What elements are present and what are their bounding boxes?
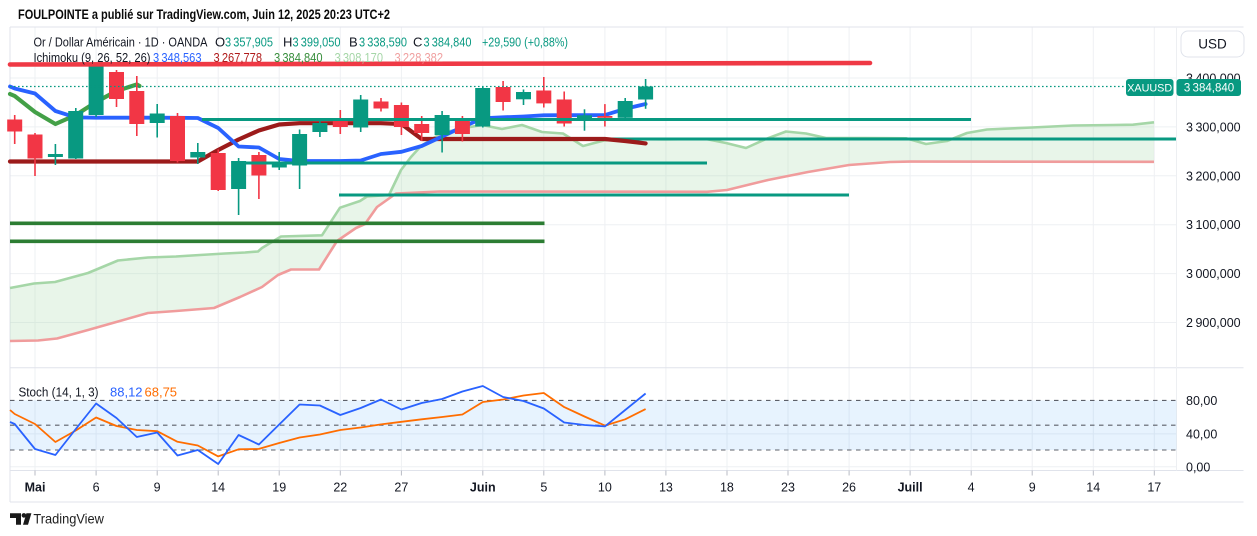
svg-text:19: 19 xyxy=(272,481,286,495)
svg-text:40,00: 40,00 xyxy=(1186,427,1217,441)
svg-text:3 384,840: 3 384,840 xyxy=(1184,83,1234,95)
svg-text:Juill: Juill xyxy=(898,481,923,495)
svg-text:3 384,840: 3 384,840 xyxy=(424,35,472,50)
svg-text:68,75: 68,75 xyxy=(145,385,178,400)
svg-text:80,00: 80,00 xyxy=(1186,394,1217,408)
svg-text:Or / Dollar Américain · 1D · O: Or / Dollar Américain · 1D · OANDA xyxy=(34,35,208,50)
svg-text:B: B xyxy=(349,35,358,50)
svg-text:3 399,050: 3 399,050 xyxy=(293,35,341,50)
svg-text:18: 18 xyxy=(720,481,734,495)
svg-text:3 348,563: 3 348,563 xyxy=(153,50,202,65)
svg-text:23: 23 xyxy=(781,481,795,495)
svg-text:Ichimoku (9, 26, 52, 26): Ichimoku (9, 26, 52, 26) xyxy=(34,50,151,65)
svg-text:3 267,778: 3 267,778 xyxy=(214,50,263,65)
svg-text:5: 5 xyxy=(540,481,547,495)
svg-text:3 357,905: 3 357,905 xyxy=(225,35,273,50)
svg-text:3 200,000: 3 200,000 xyxy=(1186,169,1241,183)
svg-text:14: 14 xyxy=(211,481,225,495)
svg-text:O: O xyxy=(215,35,225,50)
svg-text:3 300,000: 3 300,000 xyxy=(1186,120,1241,134)
svg-text:Stoch (14, 1, 3): Stoch (14, 1, 3) xyxy=(19,385,99,400)
svg-text:3 384,840: 3 384,840 xyxy=(274,50,323,65)
svg-text:+29,590 (+0,88%): +29,590 (+0,88%) xyxy=(482,35,568,50)
svg-text:0,00: 0,00 xyxy=(1186,460,1210,474)
svg-text:H: H xyxy=(283,35,292,50)
svg-text:27: 27 xyxy=(394,481,408,495)
svg-text:2 900,000: 2 900,000 xyxy=(1186,316,1241,330)
svg-text:Mai: Mai xyxy=(25,481,46,495)
svg-text:13: 13 xyxy=(659,481,673,495)
svg-text:3 308,170: 3 308,170 xyxy=(335,50,384,65)
svg-text:22: 22 xyxy=(333,481,347,495)
svg-text:3 100,000: 3 100,000 xyxy=(1186,218,1241,232)
svg-text:3 228,382: 3 228,382 xyxy=(395,50,444,65)
svg-text:88,12: 88,12 xyxy=(110,385,143,400)
svg-text:10: 10 xyxy=(598,481,612,495)
svg-text:6: 6 xyxy=(93,481,100,495)
svg-text:C: C xyxy=(413,35,422,50)
svg-text:9: 9 xyxy=(1029,481,1036,495)
svg-text:Juin: Juin xyxy=(470,481,496,495)
svg-text:26: 26 xyxy=(842,481,856,495)
svg-text:XAUUSD: XAUUSD xyxy=(1127,83,1172,95)
svg-text:FOULPOINTE a publié sur Tradin: FOULPOINTE a publié sur TradingView.com,… xyxy=(18,7,390,22)
svg-text:4: 4 xyxy=(968,481,975,495)
svg-text:TradingView: TradingView xyxy=(33,511,104,527)
svg-text:3 338,590: 3 338,590 xyxy=(359,35,407,50)
svg-text:17: 17 xyxy=(1147,481,1161,495)
svg-text:USD: USD xyxy=(1198,37,1227,52)
svg-text:9: 9 xyxy=(154,481,161,495)
svg-text:3 000,000: 3 000,000 xyxy=(1186,267,1241,281)
svg-text:14: 14 xyxy=(1086,481,1100,495)
